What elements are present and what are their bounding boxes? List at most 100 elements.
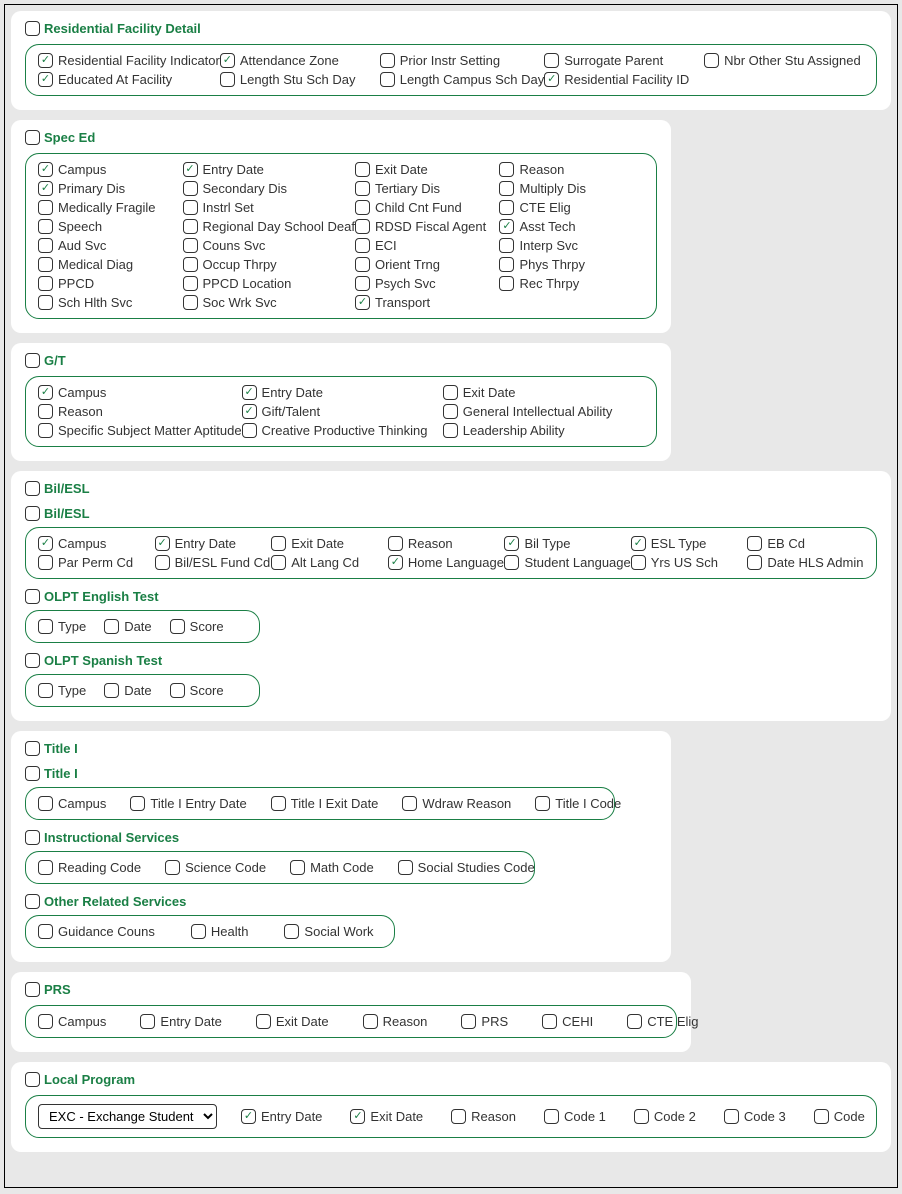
checkbox[interactable]: [290, 860, 305, 875]
checkbox[interactable]: [284, 924, 299, 939]
title1-sub-checkbox[interactable]: [25, 766, 40, 781]
speced-master-checkbox[interactable]: [25, 130, 40, 145]
other-svc-checkbox[interactable]: [25, 894, 40, 909]
checkbox[interactable]: [220, 72, 235, 87]
checkbox[interactable]: [104, 683, 119, 698]
checkbox[interactable]: [271, 536, 286, 551]
checkbox[interactable]: [271, 796, 286, 811]
checkbox[interactable]: [271, 555, 286, 570]
checkbox[interactable]: [170, 619, 185, 634]
checkbox[interactable]: [631, 536, 646, 551]
checkbox[interactable]: [398, 860, 413, 875]
checkbox[interactable]: [242, 385, 257, 400]
olpt-en-checkbox[interactable]: [25, 589, 40, 604]
checkbox[interactable]: [242, 423, 257, 438]
checkbox[interactable]: [38, 72, 53, 87]
checkbox[interactable]: [191, 924, 206, 939]
olpt-sp-checkbox[interactable]: [25, 653, 40, 668]
checkbox[interactable]: [443, 385, 458, 400]
checkbox[interactable]: [130, 796, 145, 811]
checkbox[interactable]: [461, 1014, 476, 1029]
checkbox[interactable]: [627, 1014, 642, 1029]
checkbox[interactable]: [183, 257, 198, 272]
checkbox[interactable]: [499, 276, 514, 291]
checkbox[interactable]: [380, 53, 395, 68]
checkbox[interactable]: [38, 385, 53, 400]
checkbox[interactable]: [355, 295, 370, 310]
checkbox[interactable]: [38, 796, 53, 811]
checkbox[interactable]: [183, 295, 198, 310]
checkbox[interactable]: [183, 181, 198, 196]
checkbox[interactable]: [38, 295, 53, 310]
checkbox[interactable]: [183, 238, 198, 253]
checkbox[interactable]: [38, 924, 53, 939]
residential-master-checkbox[interactable]: [25, 21, 40, 36]
checkbox[interactable]: [499, 162, 514, 177]
checkbox[interactable]: [443, 423, 458, 438]
checkbox[interactable]: [38, 219, 53, 234]
checkbox[interactable]: [256, 1014, 271, 1029]
checkbox[interactable]: [355, 181, 370, 196]
checkbox[interactable]: [355, 276, 370, 291]
checkbox[interactable]: [402, 796, 417, 811]
checkbox[interactable]: [355, 238, 370, 253]
checkbox[interactable]: [350, 1109, 365, 1124]
instr-svc-checkbox[interactable]: [25, 830, 40, 845]
checkbox[interactable]: [38, 276, 53, 291]
local-master-checkbox[interactable]: [25, 1072, 40, 1087]
checkbox[interactable]: [38, 181, 53, 196]
bilesl-master-checkbox[interactable]: [25, 481, 40, 496]
checkbox[interactable]: [499, 200, 514, 215]
local-dropdown[interactable]: EXC - Exchange Student: [38, 1104, 217, 1129]
checkbox[interactable]: [38, 683, 53, 698]
checkbox[interactable]: [38, 423, 53, 438]
checkbox[interactable]: [165, 860, 180, 875]
prs-master-checkbox[interactable]: [25, 982, 40, 997]
checkbox[interactable]: [704, 53, 719, 68]
checkbox[interactable]: [38, 53, 53, 68]
checkbox[interactable]: [544, 72, 559, 87]
checkbox[interactable]: [170, 683, 185, 698]
checkbox[interactable]: [814, 1109, 829, 1124]
checkbox[interactable]: [155, 555, 170, 570]
checkbox[interactable]: [183, 276, 198, 291]
checkbox[interactable]: [355, 257, 370, 272]
checkbox[interactable]: [499, 219, 514, 234]
checkbox[interactable]: [363, 1014, 378, 1029]
checkbox[interactable]: [38, 860, 53, 875]
title1-master-checkbox[interactable]: [25, 741, 40, 756]
checkbox[interactable]: [544, 1109, 559, 1124]
checkbox[interactable]: [380, 72, 395, 87]
checkbox[interactable]: [155, 536, 170, 551]
checkbox[interactable]: [38, 536, 53, 551]
checkbox[interactable]: [241, 1109, 256, 1124]
checkbox[interactable]: [183, 219, 198, 234]
checkbox[interactable]: [38, 257, 53, 272]
checkbox[interactable]: [504, 536, 519, 551]
checkbox[interactable]: [355, 200, 370, 215]
checkbox[interactable]: [140, 1014, 155, 1029]
checkbox[interactable]: [355, 219, 370, 234]
checkbox[interactable]: [499, 238, 514, 253]
bilesl-sub-checkbox[interactable]: [25, 506, 40, 521]
checkbox[interactable]: [104, 619, 119, 634]
checkbox[interactable]: [747, 536, 762, 551]
checkbox[interactable]: [38, 555, 53, 570]
checkbox[interactable]: [183, 162, 198, 177]
checkbox[interactable]: [499, 257, 514, 272]
checkbox[interactable]: [220, 53, 235, 68]
checkbox[interactable]: [451, 1109, 466, 1124]
checkbox[interactable]: [38, 404, 53, 419]
checkbox[interactable]: [542, 1014, 557, 1029]
gt-master-checkbox[interactable]: [25, 353, 40, 368]
checkbox[interactable]: [499, 181, 514, 196]
checkbox[interactable]: [634, 1109, 649, 1124]
checkbox[interactable]: [355, 162, 370, 177]
checkbox[interactable]: [747, 555, 762, 570]
checkbox[interactable]: [631, 555, 646, 570]
checkbox[interactable]: [388, 555, 403, 570]
checkbox[interactable]: [544, 53, 559, 68]
checkbox[interactable]: [183, 200, 198, 215]
checkbox[interactable]: [535, 796, 550, 811]
checkbox[interactable]: [38, 238, 53, 253]
